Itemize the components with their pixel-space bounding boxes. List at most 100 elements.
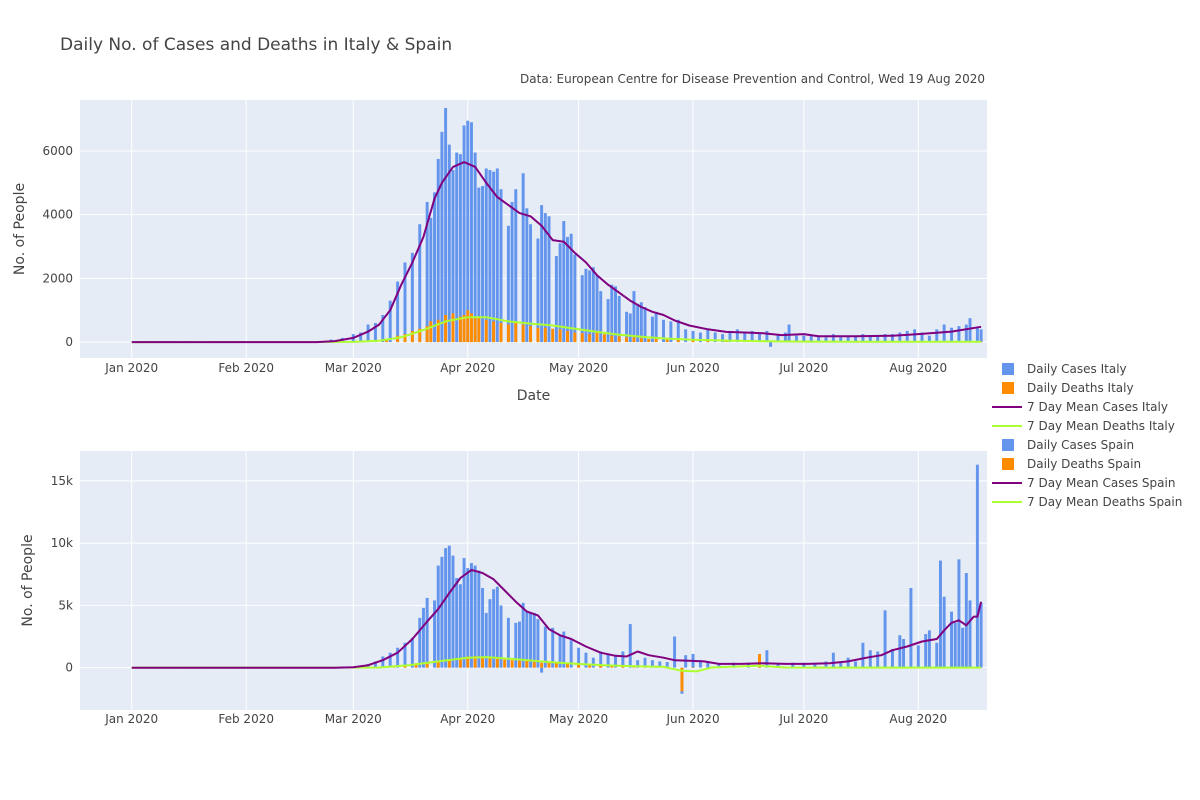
legend[interactable]: Daily Cases Italy Daily Deaths Italy 7 Day… [992, 362, 1182, 509]
daily-cases-italy-bar[interactable] [591, 267, 595, 343]
daily-cases-italy-bar[interactable] [410, 252, 414, 343]
daily-deaths-italy-bar[interactable] [543, 327, 547, 343]
daily-cases-italy-bar[interactable] [529, 224, 533, 343]
daily-cases-italy-bar[interactable] [462, 125, 466, 343]
daily-cases-italy-bar[interactable] [927, 335, 931, 343]
daily-cases-italy-bar[interactable] [525, 208, 529, 343]
daily-cases-italy-bar[interactable] [425, 201, 429, 343]
daily-cases-italy-bar[interactable] [750, 330, 754, 343]
daily-cases-italy-bar[interactable] [595, 275, 599, 343]
daily-cases-italy-bar[interactable] [444, 107, 448, 343]
daily-cases-spain-bar[interactable] [455, 578, 459, 668]
daily-deaths-spain-bar[interactable] [473, 656, 477, 668]
daily-cases-spain-bar[interactable] [396, 647, 400, 668]
daily-cases-spain-bar[interactable] [813, 663, 817, 668]
daily-cases-italy-bar[interactable] [617, 295, 621, 343]
daily-cases-spain-bar[interactable] [499, 605, 503, 668]
daily-cases-spain-bar[interactable] [551, 627, 555, 668]
daily-deaths-italy-bar[interactable] [610, 335, 614, 343]
legend-item[interactable]: 7 Day Mean Cases Italy [992, 400, 1168, 414]
daily-cases-spain-bar[interactable] [964, 573, 968, 668]
daily-cases-italy-bar[interactable] [654, 311, 658, 343]
daily-deaths-italy-bar[interactable] [521, 324, 525, 343]
daily-cases-italy-bar[interactable] [492, 171, 496, 343]
daily-cases-italy-bar[interactable] [968, 318, 972, 343]
daily-cases-spain-bar[interactable] [421, 607, 425, 668]
daily-cases-italy-bar[interactable] [573, 254, 577, 343]
daily-cases-spain-bar[interactable] [562, 631, 566, 668]
daily-cases-spain-bar[interactable] [938, 560, 942, 668]
daily-cases-italy-bar[interactable] [639, 302, 643, 343]
daily-cases-italy-bar[interactable] [721, 334, 725, 343]
daily-deaths-italy-bar[interactable] [665, 339, 669, 343]
daily-deaths-italy-bar[interactable] [558, 329, 562, 343]
daily-cases-spain-bar[interactable] [621, 651, 625, 668]
daily-cases-italy-bar[interactable] [787, 324, 791, 343]
daily-cases-spain-bar[interactable] [433, 600, 437, 668]
legend-item[interactable]: 7 Day Mean Deaths Italy [992, 419, 1175, 433]
daily-cases-spain-bar[interactable] [673, 636, 677, 668]
daily-cases-italy-bar[interactable] [713, 332, 717, 343]
daily-cases-spain-bar[interactable] [599, 651, 603, 668]
daily-deaths-spain-bar[interactable] [565, 663, 569, 668]
daily-cases-spain-bar[interactable] [447, 545, 451, 668]
legend-item[interactable]: Daily Cases Italy [1002, 362, 1127, 376]
daily-cases-italy-bar[interactable] [510, 201, 514, 343]
daily-cases-italy-bar[interactable] [913, 329, 917, 343]
daily-deaths-spain-bar[interactable] [414, 663, 418, 668]
daily-cases-italy-bar[interactable] [868, 335, 872, 343]
daily-cases-spain-bar[interactable] [706, 661, 710, 668]
daily-cases-italy-bar[interactable] [547, 216, 551, 343]
mean-deaths-italy-line[interactable] [131, 316, 982, 344]
daily-cases-spain-bar[interactable] [373, 661, 377, 668]
daily-cases-italy-bar[interactable] [366, 324, 370, 343]
daily-cases-italy-bar[interactable] [942, 324, 946, 343]
daily-cases-italy-bar[interactable] [536, 238, 540, 343]
daily-cases-italy-bar[interactable] [684, 329, 688, 343]
daily-cases-spain-bar[interactable] [854, 661, 858, 668]
daily-cases-italy-bar[interactable] [957, 326, 961, 343]
daily-cases-italy-bar[interactable] [473, 152, 477, 343]
daily-cases-spain-bar[interactable] [481, 587, 485, 668]
daily-cases-spain-bar[interactable] [525, 611, 529, 668]
daily-cases-italy-bar[interactable] [562, 221, 566, 343]
daily-cases-italy-bar[interactable] [584, 268, 588, 343]
daily-deaths-spain-bar[interactable] [599, 665, 603, 668]
daily-cases-spain-bar[interactable] [942, 596, 946, 668]
daily-cases-spain-bar[interactable] [802, 662, 806, 668]
daily-cases-italy-bar[interactable] [691, 330, 695, 343]
daily-deaths-italy-bar[interactable] [436, 319, 440, 343]
daily-cases-spain-bar[interactable] [698, 660, 702, 668]
daily-cases-italy-bar[interactable] [359, 332, 363, 343]
daily-cases-italy-bar[interactable] [950, 327, 954, 343]
daily-cases-italy-bar[interactable] [543, 213, 547, 343]
daily-deaths-italy-bar[interactable] [632, 337, 636, 343]
daily-cases-italy-bar[interactable] [447, 144, 451, 343]
daily-cases-italy-bar[interactable] [565, 236, 569, 343]
daily-cases-italy-bar[interactable] [599, 291, 603, 343]
daily-deaths-italy-bar[interactable] [617, 336, 621, 343]
daily-deaths-spain-bar[interactable] [466, 656, 470, 668]
daily-cases-italy-bar[interactable] [776, 334, 780, 343]
daily-cases-italy-bar[interactable] [920, 332, 924, 343]
daily-deaths-italy-bar[interactable] [536, 327, 540, 343]
daily-cases-spain-bar[interactable] [514, 622, 518, 668]
daily-cases-italy-bar[interactable] [466, 120, 470, 343]
daily-cases-italy-bar[interactable] [876, 335, 880, 343]
daily-cases-italy-bar[interactable] [743, 332, 747, 343]
daily-cases-spain-bar[interactable] [839, 662, 843, 668]
daily-cases-spain-bar[interactable] [606, 653, 610, 668]
daily-cases-spain-bar[interactable] [883, 610, 887, 668]
daily-cases-spain-bar[interactable] [495, 586, 499, 668]
daily-deaths-italy-bar[interactable] [484, 319, 488, 343]
daily-deaths-italy-bar[interactable] [425, 326, 429, 343]
daily-cases-italy-bar[interactable] [698, 332, 702, 343]
daily-deaths-italy-bar[interactable] [462, 315, 466, 343]
legend-item[interactable]: Daily Cases Spain [1002, 438, 1134, 452]
daily-cases-spain-bar[interactable] [381, 656, 385, 668]
daily-deaths-italy-bar[interactable] [458, 316, 462, 343]
daily-cases-italy-bar[interactable] [650, 316, 654, 343]
daily-deaths-spain-bar[interactable] [425, 662, 429, 668]
daily-cases-italy-bar[interactable] [898, 332, 902, 343]
daily-cases-spain-bar[interactable] [909, 587, 913, 668]
